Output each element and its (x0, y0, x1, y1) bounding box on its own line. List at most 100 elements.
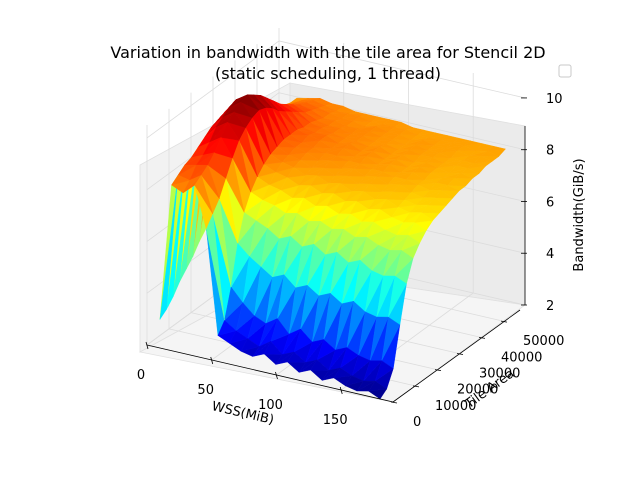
surface-facet (227, 111, 247, 129)
surface-facet (438, 147, 458, 154)
surface-facet (392, 134, 412, 141)
surface-facet (378, 159, 397, 165)
surface-facet (377, 229, 397, 246)
surface-facet (407, 162, 427, 168)
surface-facet (413, 154, 433, 163)
surface-facet (430, 167, 450, 174)
surface-facet (212, 198, 232, 288)
surface-facet (335, 300, 354, 351)
x-axis-ticks: 0 50 100 150 (137, 341, 348, 428)
z-axis-label: Bandwidth(GiB/s) (572, 158, 587, 271)
surface-facet (312, 293, 331, 343)
surface-facet (368, 198, 388, 210)
surface-facet (196, 152, 215, 166)
surface-facet (353, 259, 372, 302)
surface-facet (388, 275, 407, 318)
surface-facet (298, 175, 318, 186)
surface-facet (428, 132, 448, 138)
surface-facet (340, 113, 360, 119)
surface-facet (320, 205, 340, 222)
surface-facet (297, 127, 316, 133)
surface-facet (206, 213, 225, 321)
surface-facet (240, 338, 260, 352)
surface-facet (443, 157, 463, 164)
y-tick-mark (456, 353, 464, 355)
surface-facet (239, 127, 258, 178)
x-tick-label: 150 (323, 413, 348, 428)
x-tick-mark (275, 371, 278, 380)
y-tick-label: 0 (413, 415, 421, 430)
surface-facet (410, 184, 431, 193)
surface-facet (475, 143, 494, 152)
surface-facet (460, 168, 480, 174)
x-tick-label: 50 (197, 383, 214, 398)
surface-facet (356, 191, 376, 202)
surface-facet (456, 145, 476, 152)
surface-facet (351, 355, 371, 377)
y-tick-label: 10000 (435, 399, 476, 414)
surface-facet (394, 171, 413, 178)
surface-facet (389, 234, 409, 251)
surface-facet (445, 142, 465, 149)
surface-facet (383, 250, 402, 277)
surface-facet (427, 197, 447, 206)
surface-facet (273, 100, 293, 113)
surface-facet (321, 125, 341, 129)
surface-facet (404, 192, 424, 201)
surface-facet (272, 236, 291, 278)
surface-facet (371, 163, 390, 170)
surface-facet (420, 149, 440, 156)
surface-facet (351, 183, 370, 192)
surface-facet (275, 161, 295, 173)
surface-facet (280, 177, 300, 191)
surface-facet (197, 127, 217, 148)
surface-facet (321, 183, 341, 194)
surface-facet (402, 212, 423, 223)
surface-facet (425, 157, 445, 164)
z-axis-ticks: 2 4 6 8 10 (521, 92, 563, 314)
surface-facet (344, 133, 364, 139)
surface-facet (346, 300, 366, 348)
surface-facet (417, 129, 436, 136)
surface-facet (207, 152, 227, 180)
y-tick-mark (434, 369, 442, 372)
surface-facet (240, 94, 260, 111)
surface-facet (381, 316, 401, 361)
surface-facet (267, 205, 286, 229)
x-tick-mark (145, 341, 149, 350)
surface-facet (434, 190, 454, 199)
surface-facet (342, 143, 362, 152)
surface-facet (184, 154, 203, 166)
surface-facet (263, 341, 283, 355)
surface-facet (294, 142, 314, 148)
surface-facet (339, 125, 359, 129)
surface-facet (316, 117, 336, 122)
z-tick-label: 10 (546, 92, 563, 107)
surface-facet (229, 330, 249, 344)
surface-facet (376, 124, 395, 128)
surface-facet (341, 259, 361, 304)
surface-facet (363, 360, 383, 382)
surface-facet (166, 164, 185, 310)
surface-facet (468, 150, 488, 157)
surface-facet (410, 134, 430, 141)
surface-facet (346, 168, 366, 177)
surface-facet (374, 191, 394, 200)
surface-facet (480, 150, 499, 157)
surface-facet (374, 360, 394, 382)
surface-facet (333, 367, 353, 379)
surface-facet (277, 274, 296, 319)
z-tick-label: 6 (546, 196, 554, 211)
surface-facet (318, 152, 337, 161)
surface-facet (194, 174, 214, 215)
surface-facet (455, 160, 475, 166)
surface-facet (305, 339, 325, 363)
surface-facet (329, 155, 349, 162)
surface-facet (343, 213, 363, 230)
surface-facet (288, 102, 307, 106)
surface-facet (308, 205, 328, 222)
surface-facet (335, 168, 354, 177)
surface-facet (201, 164, 220, 200)
surface-facet (245, 117, 265, 165)
